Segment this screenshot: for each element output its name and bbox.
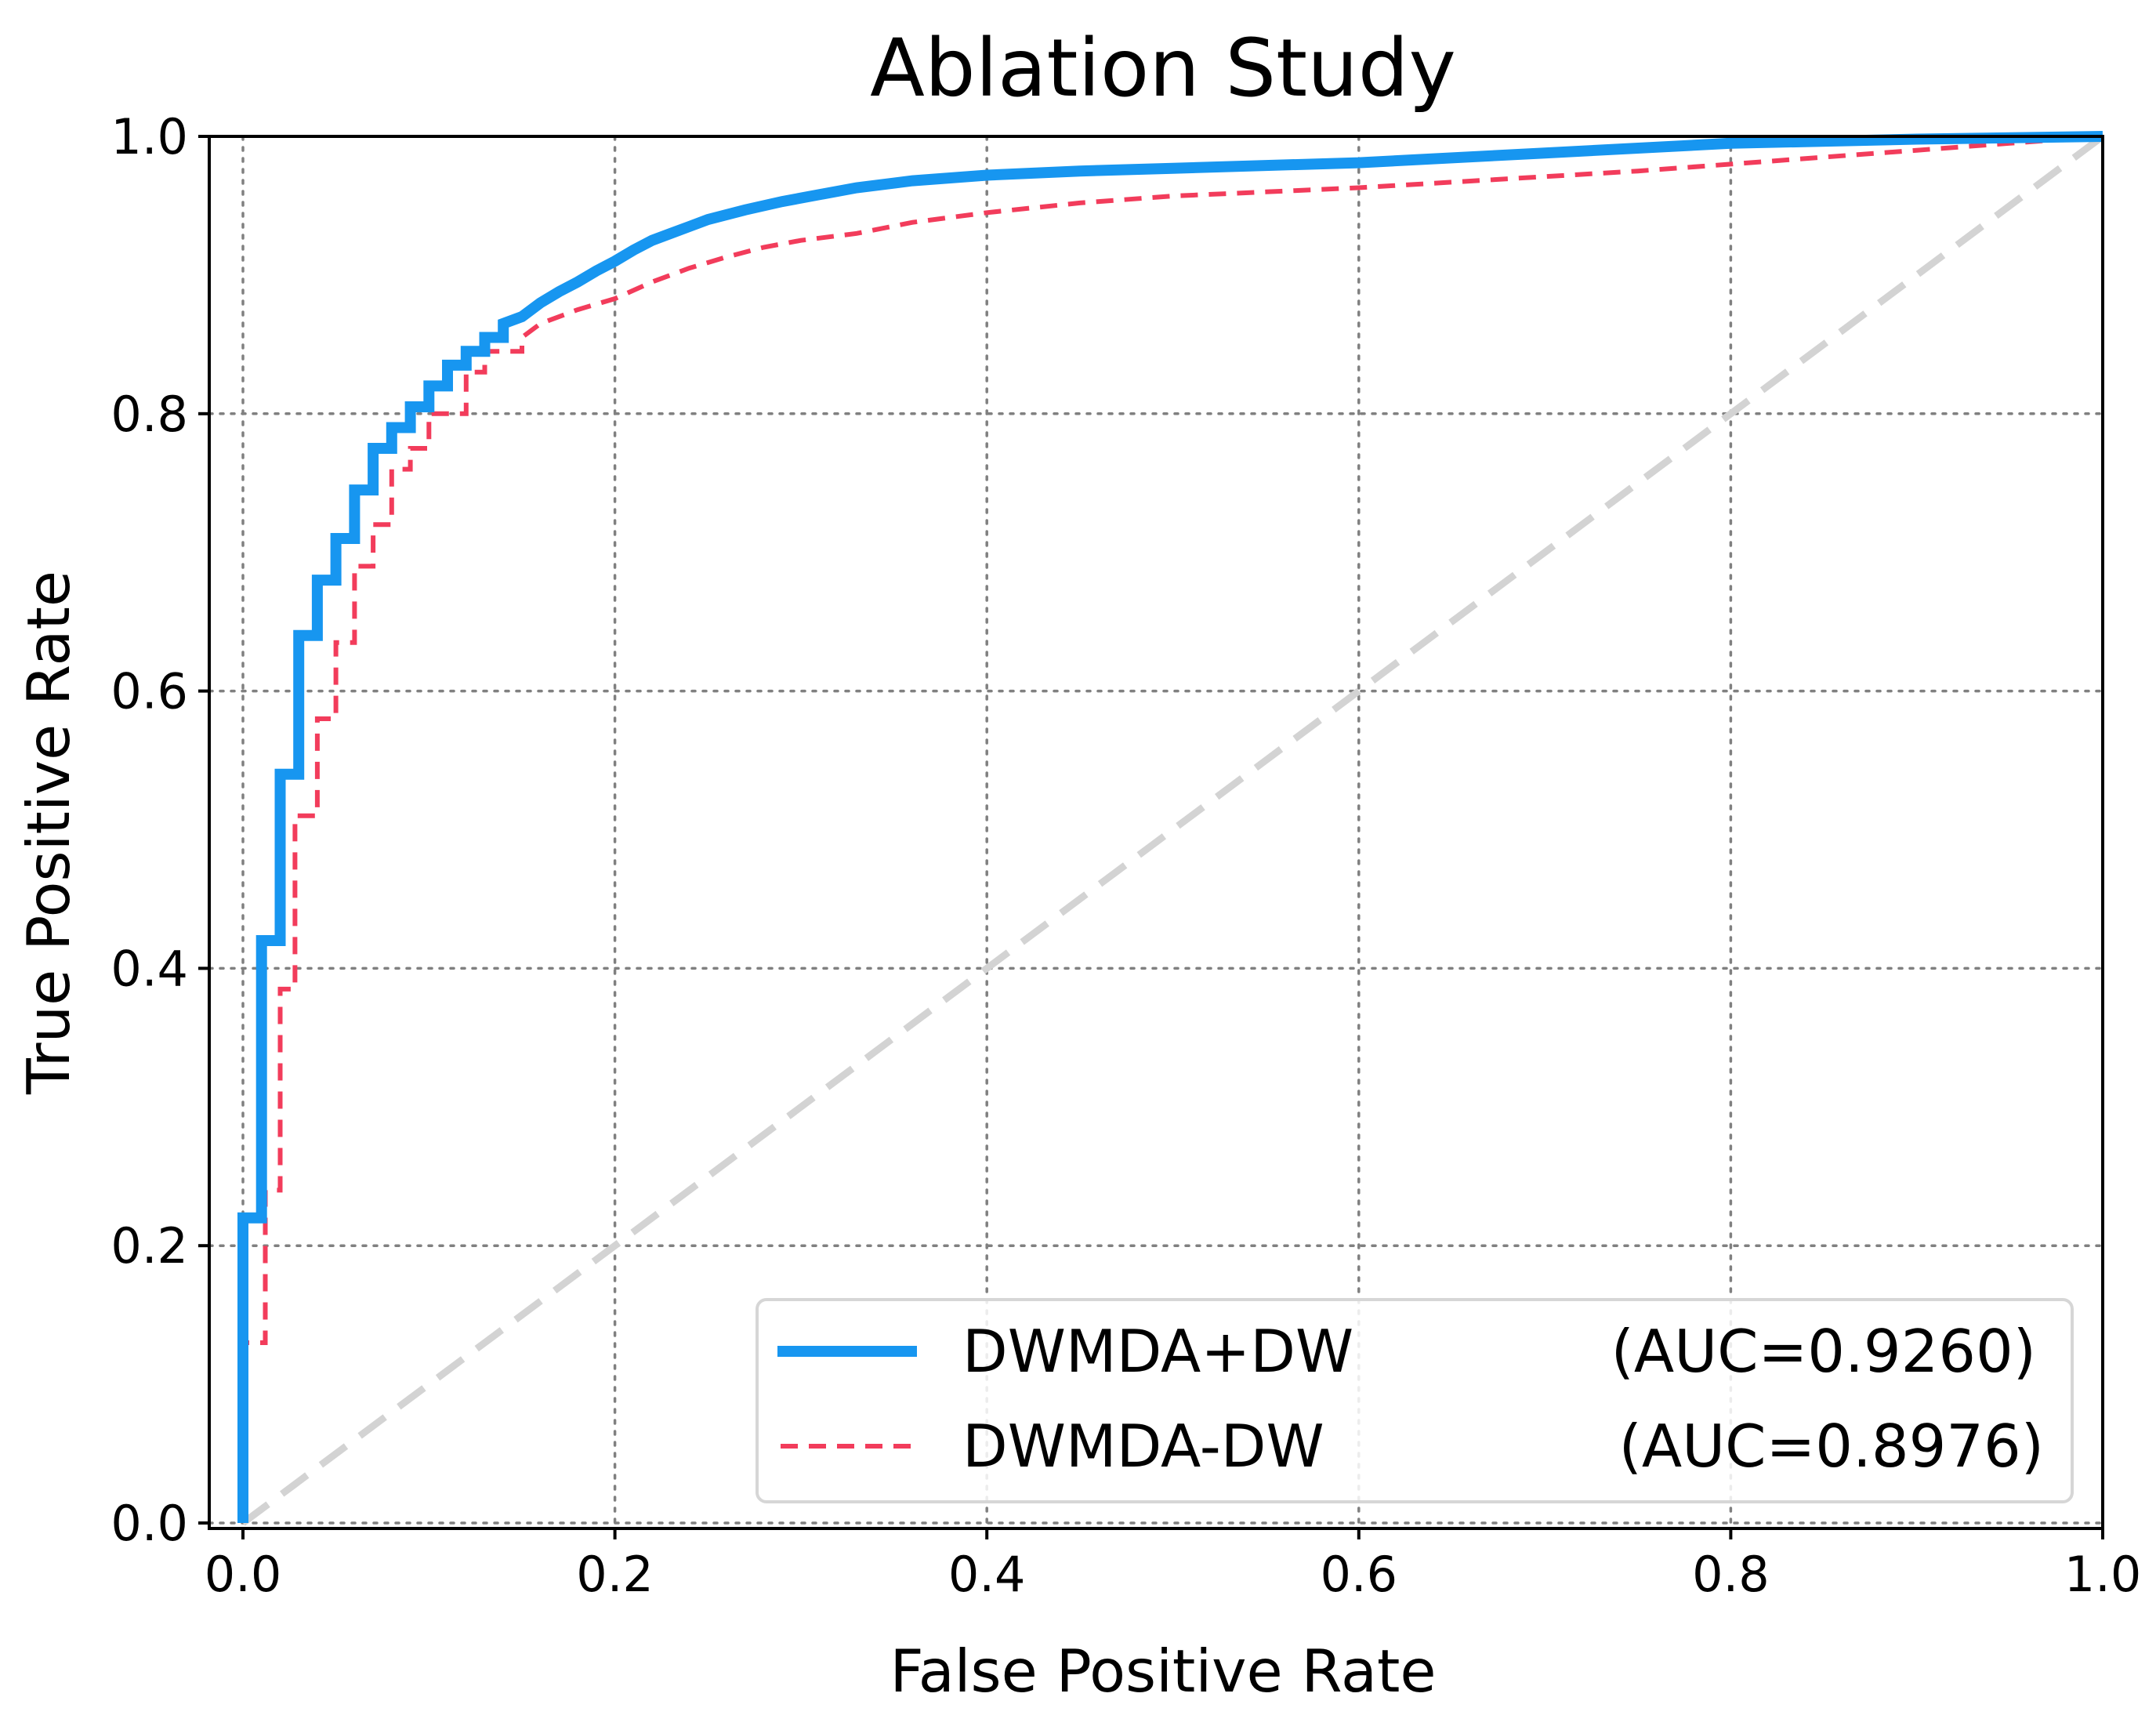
legend-box: [756, 1298, 2074, 1503]
legend-auc-dwmda-dw: (AUC=0.8976): [1619, 1412, 2044, 1481]
x-axis-label: False Positive Rate: [890, 1637, 1436, 1706]
x-tick-label-0: 0.0: [205, 1546, 282, 1603]
x-tick-label-3: 0.6: [1320, 1546, 1397, 1603]
legend-label-dwmda-plus-dw: DWMDA+DW: [962, 1317, 1353, 1386]
x-tick-label-2: 0.4: [948, 1546, 1026, 1603]
x-tick-label-5: 1.0: [2064, 1546, 2142, 1603]
legend-auc-dwmda-plus-dw: (AUC=0.9260): [1611, 1317, 2036, 1386]
y-axis-ticks: 0.0 0.2 0.4 0.6 0.8 1.0: [111, 108, 209, 1552]
y-tick-label-4: 0.8: [111, 386, 188, 443]
plot-frame: [208, 135, 2104, 1530]
x-tick-label-1: 0.2: [576, 1546, 654, 1603]
y-tick-label-2: 0.4: [111, 940, 188, 997]
y-tick-label-0: 0.0: [111, 1495, 188, 1552]
y-axis-label: True Positive Rate: [14, 571, 83, 1095]
x-tick-label-4: 0.8: [1692, 1546, 1770, 1603]
chart-title: Ablation Study: [870, 22, 1456, 115]
y-tick-label-1: 0.2: [111, 1217, 188, 1275]
y-tick-label-3: 0.6: [111, 663, 188, 720]
series-layer: [237, 131, 2105, 1526]
legend-label-dwmda-dw: DWMDA-DW: [962, 1412, 1324, 1481]
series-line-dwmda-plus-dw: [237, 131, 2103, 1523]
legend: DWMDA+DW (AUC=0.9260) DWMDA-DW (AUC=0.89…: [756, 1298, 2074, 1503]
x-axis-ticks: 0.0 0.2 0.4 0.6 0.8 1.0: [205, 1528, 2142, 1603]
y-tick-label-5: 1.0: [111, 108, 188, 165]
